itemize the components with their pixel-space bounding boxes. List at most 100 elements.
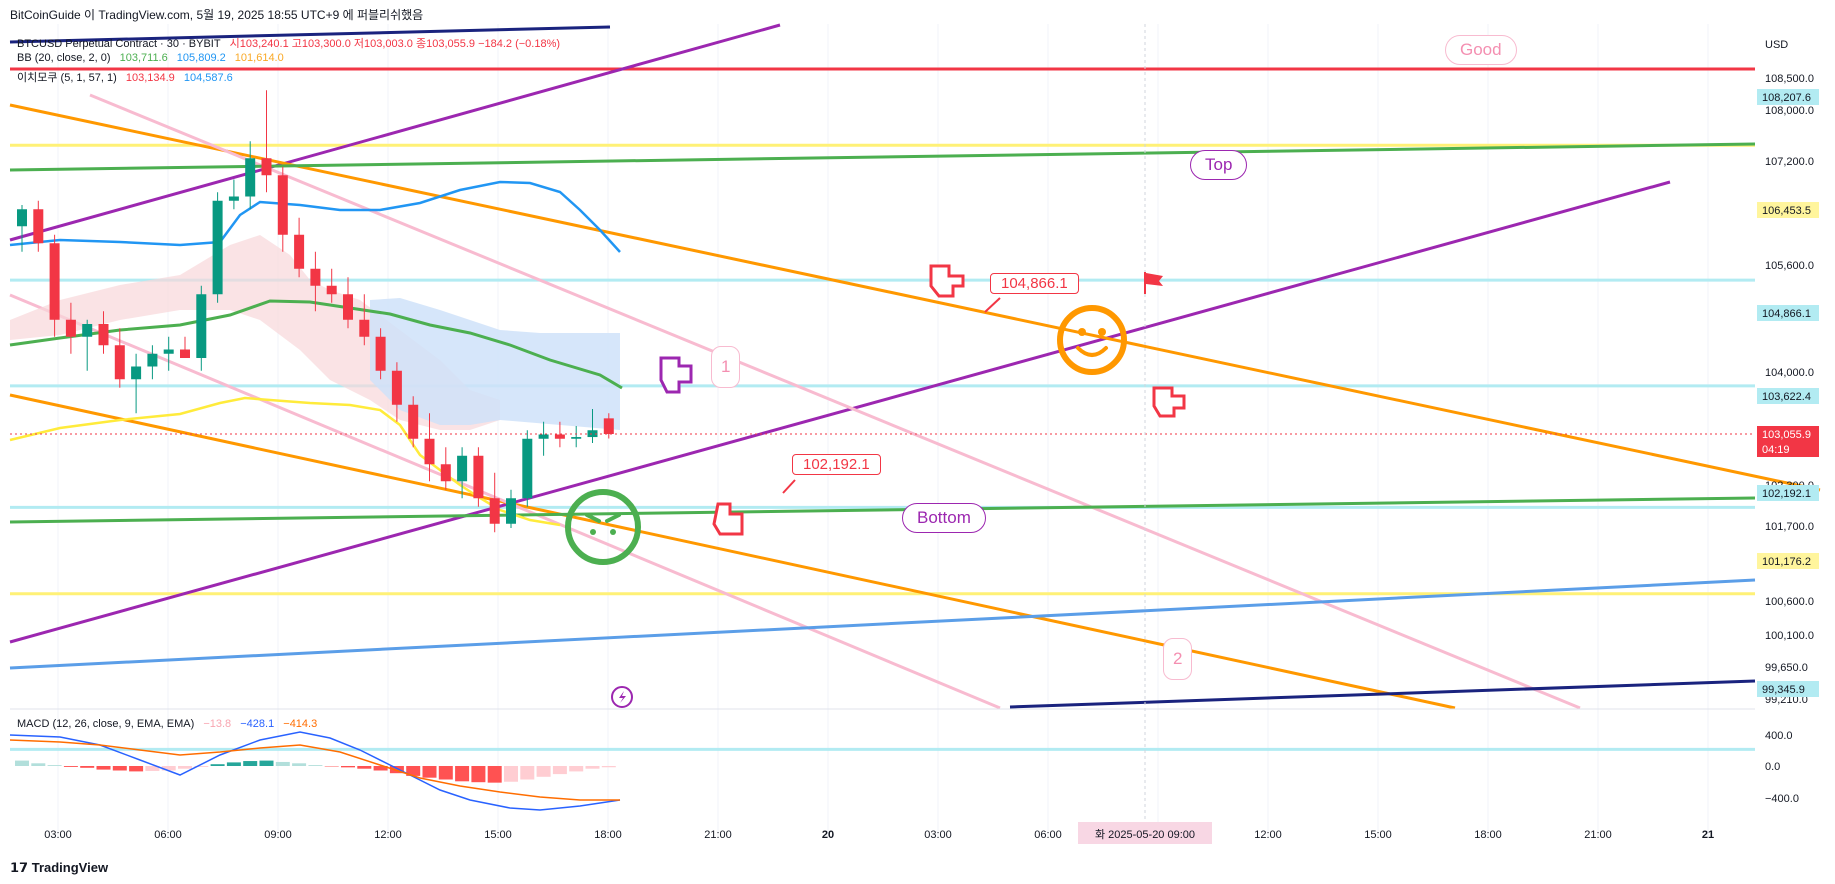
macd-hist-bar [243,761,258,766]
candle-body [359,319,370,337]
trendline-pink-upper [89,93,1581,710]
candle-body [603,418,614,434]
bb-legend[interactable]: BB (20, close, 2, 0) 103,711.6 105,809.2… [17,52,290,64]
pointing-hand-icon [712,502,744,536]
macd-signal-line [9,739,620,801]
bb-lower-band [9,396,561,527]
macd-label: MACD (12, 26, close, 9, EMA, EMA) [17,718,195,730]
price-tick: 101,700.0 [1765,521,1814,533]
candle-body [310,268,321,286]
ichimoku-cloud-blue [370,298,620,430]
macd-hist-bar [259,760,274,766]
trendline-orange-upper [9,103,1821,492]
macd-hist-bar [80,766,95,768]
one-callout[interactable]: 1 [711,346,741,388]
macd-hist-bar [210,764,225,766]
macd-hist-bar [226,762,241,766]
time-tick: 03:00 [924,829,952,841]
macd-hist-value: −13.8 [203,718,232,730]
macd-hist-bar [552,766,567,775]
macd-tick: −400.0 [1765,793,1799,805]
price-label: 101,176.2 [1762,556,1811,568]
macd-hist-bar [520,766,535,780]
time-tick: 21 [1702,829,1714,841]
macd-hist-bar [406,766,421,776]
candle-body [408,404,419,439]
top-callout[interactable]: Top [1190,150,1248,180]
price-label: 108,207.6 [1762,92,1811,104]
macd-hist-bar [31,763,46,766]
trend-lines [9,23,1821,710]
price-callout-lower[interactable]: 102,192.1 [792,454,881,475]
macd-hist-bar [15,760,29,766]
candle-body [98,324,109,346]
symbol-legend[interactable]: BTCUSD Perpetual Contract · 30 · BYBIT 시… [17,35,566,51]
horizontal-levels [10,67,1755,751]
time-tick: 12:00 [374,829,402,841]
bb-basis-value: 103,711.6 [119,52,168,64]
macd-hist-bar [487,766,502,783]
time-tick: 20 [822,829,834,841]
macd-hist-bar [438,766,453,780]
time-tick: 09:00 [264,829,292,841]
two-callout[interactable]: 2 [1163,638,1193,680]
ichimoku-legend[interactable]: 이치모쿠 (5, 1, 57, 1) 103,134.9 104,587.6 [17,69,239,85]
candle-body [131,366,142,380]
macd-line [9,731,621,811]
trendline-orange-lower [9,393,1456,710]
time-tick: 15:00 [484,829,512,841]
time-cursor-bg [1078,822,1212,844]
macd-hist-bar [194,766,209,767]
trendline-green-lower [9,496,1756,524]
macd-signal-value: −414.3 [283,718,318,730]
price-label: 102,192.1 [1762,488,1811,500]
price-label: 99,345.9 [1762,684,1805,696]
price-tick: 104,000.0 [1765,367,1814,379]
time-tick: 06:00 [154,829,182,841]
ohlc-values: 시103,240.1 고103,300.0 저103,003.0 종103,05… [229,38,561,50]
candle-body [163,349,174,354]
publish-header: BitCoinGuide 이 TradingView.com, 5월 19, 2… [10,8,424,22]
candle-body [17,209,27,227]
macd-legend[interactable]: MACD (12, 26, close, 9, EMA, EMA) −13.8 … [17,718,323,730]
candle-body [571,437,582,439]
candle-body [506,498,516,524]
price-label-bg [1757,388,1819,404]
price-tick: 100,600.0 [1765,596,1814,608]
ichimoku-label: 이치모쿠 (5, 1, 57, 1) [17,72,117,84]
bb-upper-value: 105,809.2 [176,52,226,64]
price-tick: 107,200.0 [1765,156,1814,168]
candle-body [587,430,598,438]
symbol-name[interactable]: BTCUSD Perpetual Contract · 30 · BYBIT [17,38,221,50]
bb-upper-band [9,180,621,253]
lightning-icon [611,686,633,708]
tradingview-brand[interactable]: 𝟭𝟳 TradingView [10,860,108,876]
macd-hist-bar [145,766,160,771]
candle-body [375,336,386,371]
macd-hist-bar [455,766,470,782]
candle-body [228,196,239,201]
candle-body [65,319,76,337]
tradingview-logo-icon: 𝟭𝟳 [10,860,29,875]
macd-hist-bar [504,766,518,782]
trendline-navy-top [9,25,611,44]
candle-body [196,294,207,359]
pointing-hand-icon [929,264,965,298]
macd-hist-bar [341,766,355,768]
macd-tick: 400.0 [1765,730,1793,742]
price-callout-upper[interactable]: 104,866.1 [990,273,1079,294]
flag-icon [1144,272,1163,294]
time-cursor-label: 화 2025-05-20 09:00 [1095,828,1195,841]
price-label: 104,866.1 [1762,308,1811,320]
time-tick: 12:00 [1254,829,1282,841]
macd-tick: 0.0 [1765,761,1780,773]
bottom-callout[interactable]: Bottom [902,503,986,533]
price-label: 106,453.5 [1762,205,1811,217]
macd-pane [15,760,616,783]
price-label-bg [1757,485,1819,501]
bb-label: BB (20, close, 2, 0) [17,52,111,64]
macd-hist-bar [161,766,176,771]
good-callout[interactable]: Good [1445,35,1517,65]
macd-hist-bar [389,766,404,774]
